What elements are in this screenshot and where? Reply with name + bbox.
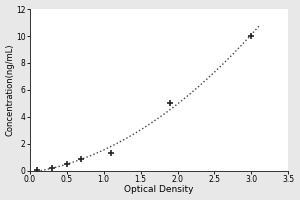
X-axis label: Optical Density: Optical Density — [124, 185, 194, 194]
Y-axis label: Concentration(ng/mL): Concentration(ng/mL) — [6, 44, 15, 136]
